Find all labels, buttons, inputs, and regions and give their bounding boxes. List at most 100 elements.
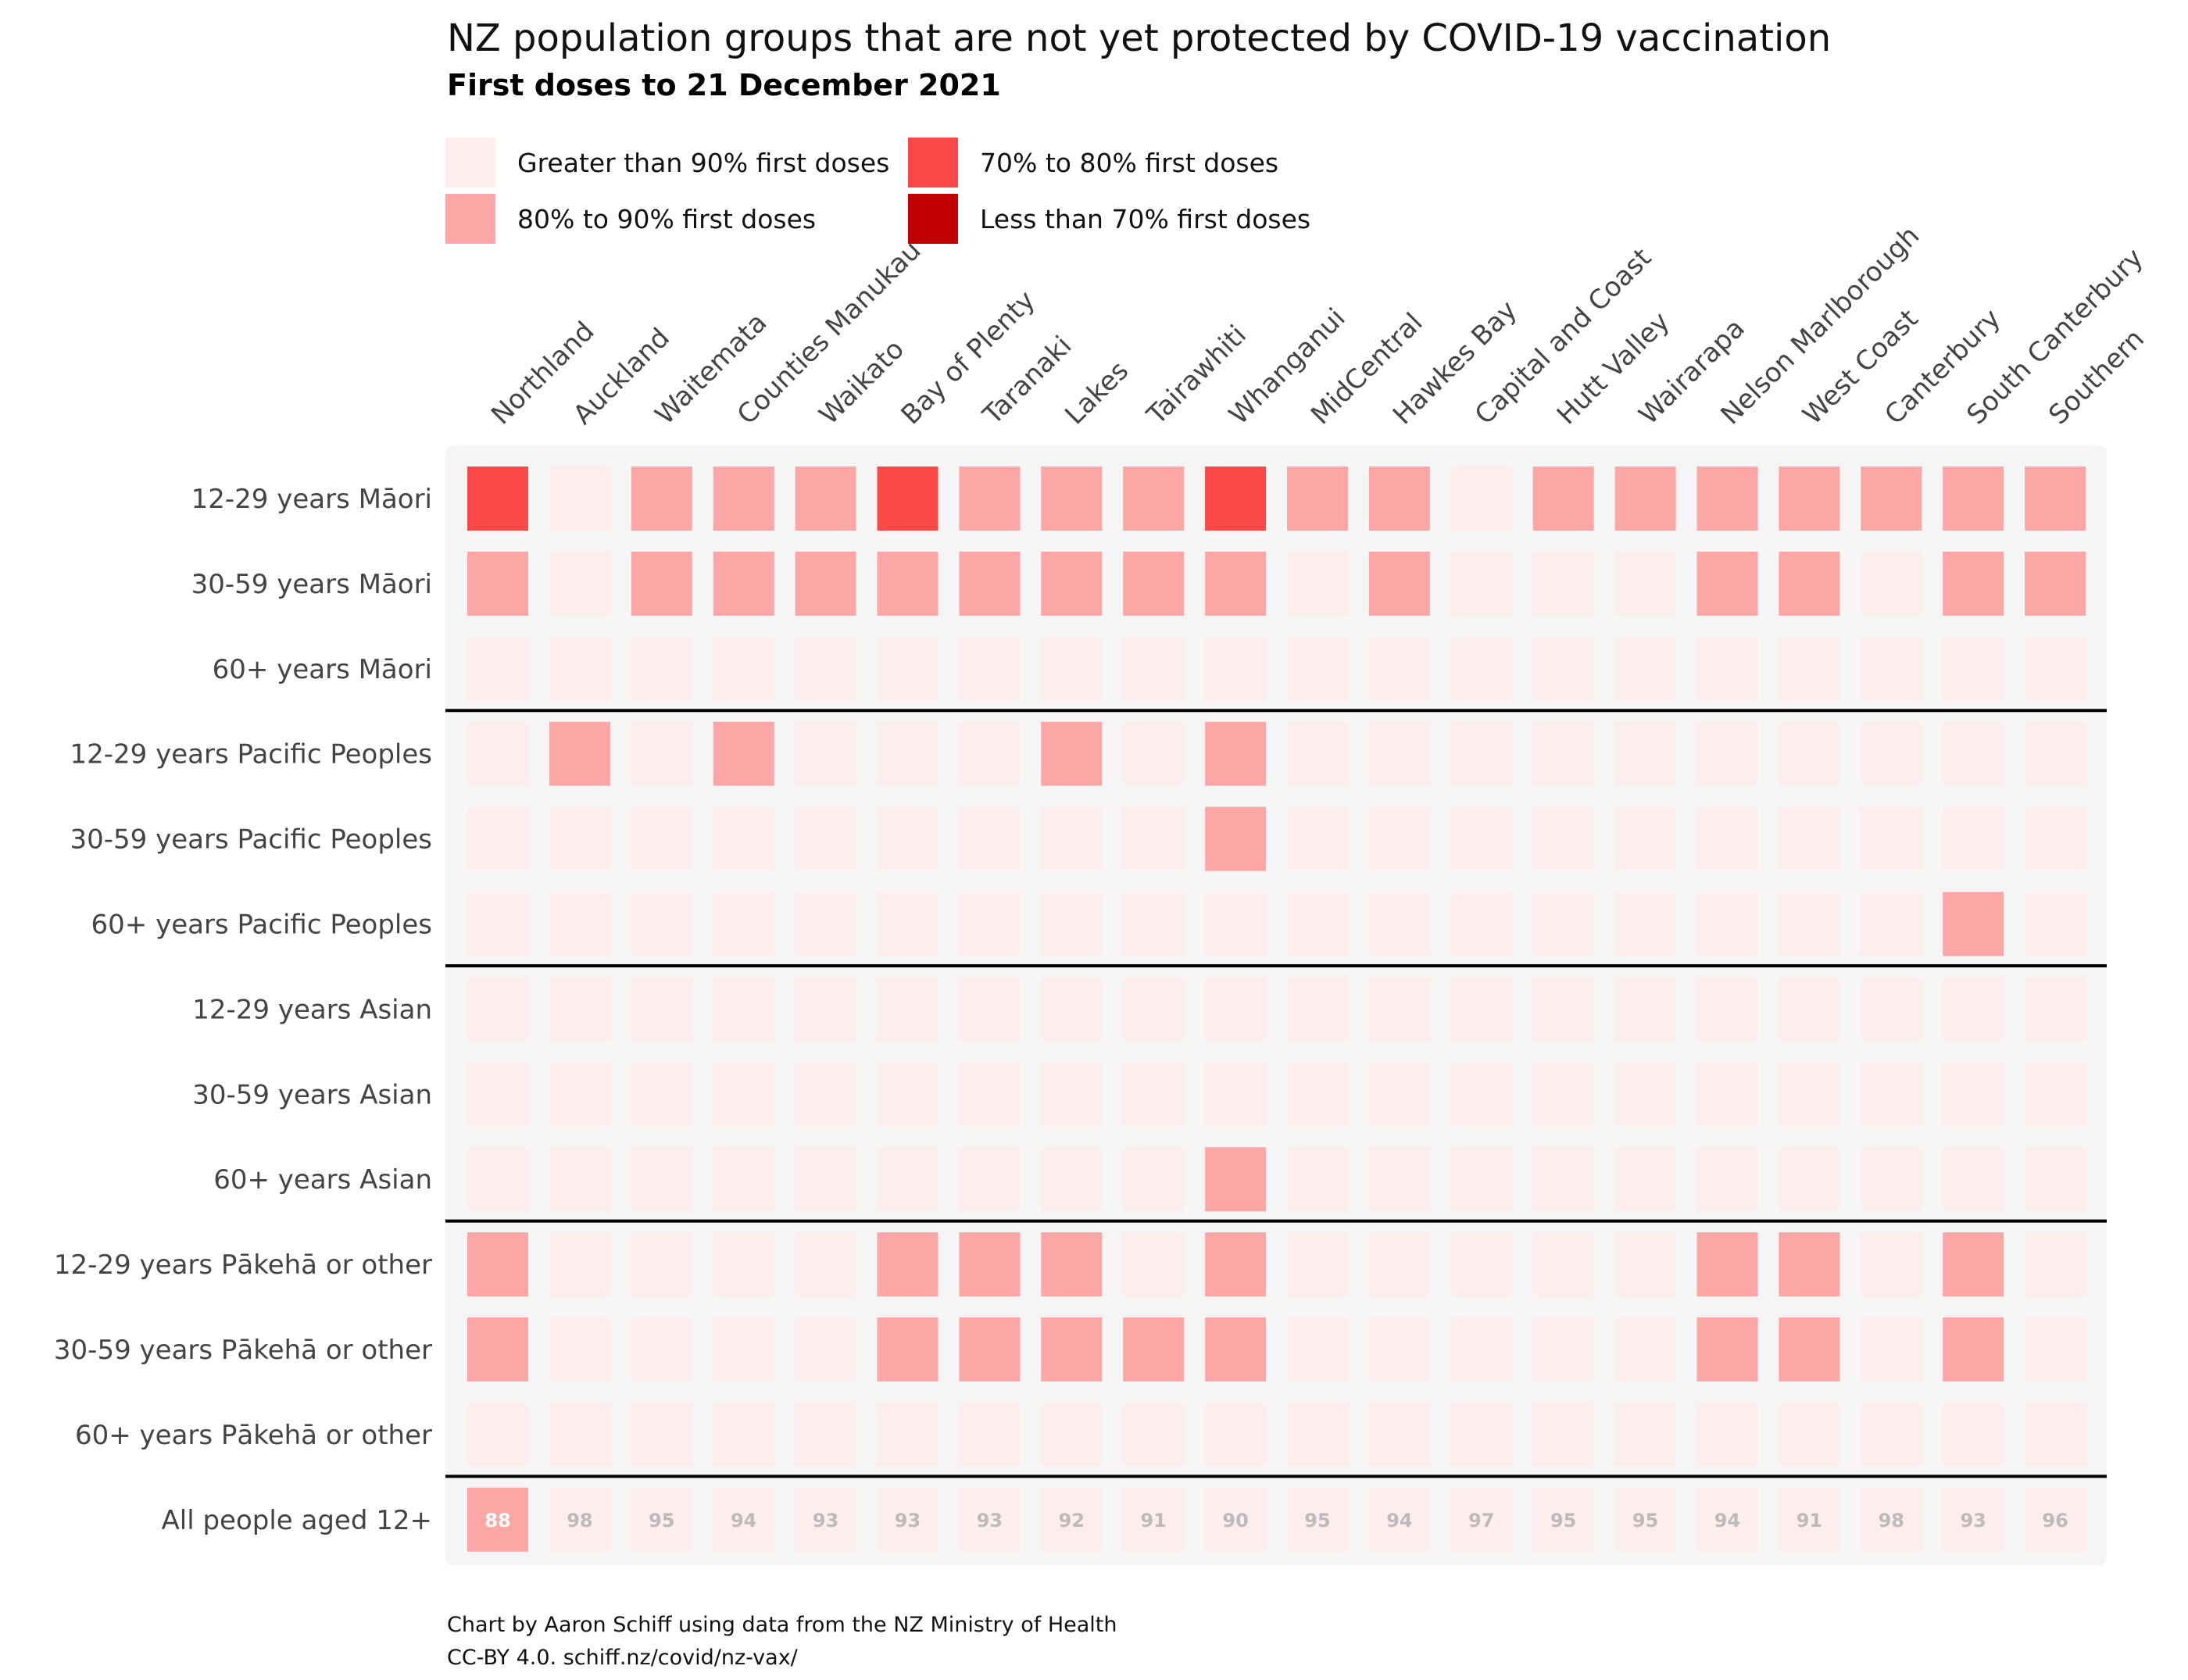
- heatmap-cell: [467, 1147, 528, 1212]
- heatmap-cell: [1123, 1062, 1185, 1127]
- heatmap-cell: [877, 1232, 938, 1297]
- row-label: 60+ years Pacific Peoples: [91, 910, 432, 941]
- heatmap-cell: [1861, 1062, 1922, 1127]
- heatmap-cell: [959, 977, 1021, 1042]
- heatmap-cell: [1041, 1317, 1103, 1382]
- heatmap-cell: [1450, 466, 1512, 531]
- heatmap-cell: [713, 1147, 774, 1212]
- heatmap-cell: [877, 1062, 938, 1127]
- heatmap-cell: [795, 636, 856, 701]
- heatmap-cell: [2025, 806, 2086, 871]
- heatmap-cell: [1943, 1232, 2004, 1297]
- heatmap-cell: [631, 636, 692, 701]
- heatmap-cell: [2025, 1062, 2086, 1127]
- heatmap-cell: [713, 1402, 774, 1467]
- legend-swatch-lt70: [908, 194, 958, 244]
- heatmap-cell: [713, 721, 774, 786]
- heatmap-cell: [1205, 1402, 1267, 1467]
- heatmap-cell: [1450, 806, 1512, 871]
- heatmap-cell: [1779, 551, 1840, 616]
- heatmap-cell: [1205, 551, 1267, 616]
- heatmap-cell: [959, 551, 1021, 616]
- heatmap-cell: [1041, 1062, 1103, 1127]
- heatmap-cell: [1041, 1402, 1103, 1467]
- heatmap-cell: [1532, 806, 1594, 871]
- heatmap-cell: [877, 1317, 938, 1382]
- heatmap-cell: [1205, 466, 1267, 531]
- heatmap-cell: [1205, 892, 1267, 956]
- heatmap-cell: [1861, 636, 1922, 701]
- heatmap-cell: [1861, 892, 1922, 956]
- heatmap-cell: [1287, 892, 1348, 956]
- heatmap-cell: [1779, 892, 1840, 956]
- heatmap-cell: [713, 1062, 774, 1127]
- heatmap-cell: [1532, 892, 1594, 956]
- cell-value-label: 94: [1714, 1510, 1740, 1532]
- row-label: 60+ years Māori: [213, 654, 432, 685]
- legend: Greater than 90% first doses 70% to 80% f…: [445, 138, 1310, 244]
- heatmap-cell: [1861, 1402, 1922, 1467]
- heatmap-cell: [1450, 892, 1512, 956]
- heatmap-cell: [1779, 466, 1840, 531]
- cell-value-label: 91: [1797, 1510, 1822, 1532]
- heatmap-cell: [631, 1317, 692, 1382]
- heatmap-cell: [795, 1402, 856, 1467]
- heatmap-cell: [1532, 1487, 1594, 1552]
- heatmap-cell: [1532, 1402, 1594, 1467]
- heatmap-cell: [631, 1147, 692, 1212]
- heatmap-cell: [467, 636, 528, 701]
- heatmap-cell: [795, 1487, 856, 1552]
- heatmap-cell: [1943, 1147, 2004, 1212]
- heatmap-cell: [1368, 1147, 1430, 1212]
- heatmap-cell: [795, 1147, 856, 1212]
- heatmap-cell: [1696, 1147, 1758, 1212]
- heatmap-cell: [877, 1402, 938, 1467]
- heatmap-cell: [1041, 636, 1103, 701]
- row-label: 30-59 years Pākehā or other: [54, 1335, 432, 1366]
- heatmap-cell: [1779, 1232, 1840, 1297]
- heatmap-cell: [467, 1062, 528, 1127]
- heatmap-cell: [1614, 466, 1676, 531]
- heatmap-cell: [631, 977, 692, 1042]
- heatmap-cell: [549, 551, 610, 616]
- heatmap-cell: [631, 1062, 692, 1127]
- heatmap-cell: [1614, 1147, 1676, 1212]
- heatmap-cell: [467, 1317, 528, 1382]
- heatmap-cell: [1368, 1402, 1430, 1467]
- heatmap-cell: [2025, 466, 2086, 531]
- cell-value-label: 94: [731, 1510, 756, 1532]
- heatmap-cell: [959, 636, 1021, 701]
- heatmap-cell: [467, 1232, 528, 1297]
- heatmap-cell: [1779, 1402, 1840, 1467]
- row-labels: 12-29 years Māori 30-59 years Māori 60+ ye…: [54, 484, 432, 1536]
- heatmap-cell: [1779, 1317, 1840, 1382]
- heatmap-cell: [1287, 636, 1348, 701]
- heatmap-cell: [1779, 1147, 1840, 1212]
- heatmap-cell: [1287, 1232, 1348, 1297]
- heatmap-cell: [1779, 1487, 1840, 1552]
- heatmap-cell: [959, 1487, 1021, 1552]
- heatmap-cell: [1861, 466, 1922, 531]
- heatmap-cell: [1041, 1487, 1103, 1552]
- heatmap-cell: [1368, 1317, 1430, 1382]
- heatmap-cell: [1205, 1147, 1267, 1212]
- heatmap-cell: [1123, 892, 1185, 956]
- row-label: 30-59 years Māori: [191, 569, 432, 600]
- heatmap-cell: [549, 1317, 610, 1382]
- heatmap-cell: [467, 977, 528, 1042]
- heatmap-cell: [2025, 551, 2086, 616]
- heatmap-cell: [1779, 1062, 1840, 1127]
- heatmap-cell: [877, 977, 938, 1042]
- heatmap-cell: [1450, 1402, 1512, 1467]
- heatmap-cell: [631, 806, 692, 871]
- heatmap-cell: [1943, 1062, 2004, 1127]
- cell-value-label: 92: [1059, 1510, 1085, 1532]
- heatmap-cell: [1943, 636, 2004, 701]
- heatmap-cell: [795, 977, 856, 1042]
- heatmap-cell: [1532, 466, 1594, 531]
- heatmap-cell: [1614, 1317, 1676, 1382]
- heatmap-cell: [1614, 1487, 1676, 1552]
- cell-value-label: 93: [813, 1510, 838, 1532]
- heatmap-cell: [1368, 1487, 1430, 1552]
